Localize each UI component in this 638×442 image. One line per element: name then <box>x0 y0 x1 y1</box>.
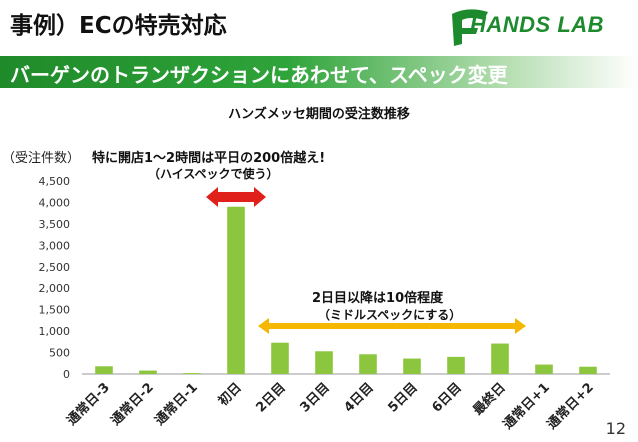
y-tick-label: 0 <box>63 368 70 381</box>
peak-annotation: 特に開店1～2時間は平日の200倍越え! <box>92 151 326 166</box>
x-tick-label: 4日目 <box>341 380 376 415</box>
bar <box>315 351 333 374</box>
y-tick-label: 4,000 <box>39 196 71 209</box>
x-tick-label: 通常日+2 <box>544 380 597 433</box>
subtitle-banner: バーゲンのトランザクションにあわせて、スペック変更 <box>0 56 638 88</box>
bar <box>535 364 553 374</box>
bar <box>491 343 509 374</box>
y-tick-label: 500 <box>49 347 70 360</box>
y-tick-label: 4,500 <box>39 175 71 188</box>
y-tick-label: 2,000 <box>39 282 71 295</box>
bar <box>139 370 157 374</box>
x-tick-label: 初日 <box>215 380 245 410</box>
bar <box>447 356 465 374</box>
y-tick-label: 1,000 <box>39 325 71 338</box>
y-tick-label: 1,500 <box>39 304 71 317</box>
x-tick-label: 最終日 <box>470 380 509 419</box>
bar <box>95 366 113 374</box>
peak-annotation-sub: （ハイスペックで使う） <box>148 167 279 181</box>
x-tick-label: 通常日+1 <box>500 380 553 433</box>
y-tick-label: 3,000 <box>39 239 71 252</box>
bar <box>359 354 377 374</box>
bar <box>183 373 201 374</box>
bar <box>579 366 597 374</box>
bar <box>271 342 289 374</box>
chart-title: ハンズメッセ期間の受注数推移 <box>228 107 410 122</box>
x-tick-label: 通常日-3 <box>64 380 113 429</box>
x-tick-label: 3日目 <box>297 380 332 415</box>
x-tick-label: 2日目 <box>253 380 288 415</box>
x-tick-label: 通常日-1 <box>152 380 201 429</box>
bar <box>227 206 245 374</box>
y-tick-label: 3,500 <box>39 218 71 231</box>
x-tick-label: 6日目 <box>429 380 464 415</box>
x-tick-label: 5日目 <box>385 380 420 415</box>
banner-text: バーゲンのトランザクションにあわせて、スペック変更 <box>10 63 508 87</box>
y-unit-label: （受注件数） <box>2 151 81 166</box>
slide-title: 事例）ECの特売対応 <box>10 13 227 39</box>
hands-lab-logo <box>452 9 488 46</box>
y-tick-label: 2,500 <box>39 261 71 274</box>
page-number: 12 <box>605 419 626 438</box>
logo-text: HANDS LAB <box>470 12 605 37</box>
bar <box>403 358 421 374</box>
later-range-arrow <box>258 318 526 334</box>
x-tick-label: 通常日-2 <box>108 380 157 429</box>
later-annotation-sub: （ミドルスペックにする） <box>318 308 462 322</box>
peak-range-arrow <box>206 187 266 207</box>
later-annotation: 2日目以降は10倍程度 <box>312 291 444 306</box>
